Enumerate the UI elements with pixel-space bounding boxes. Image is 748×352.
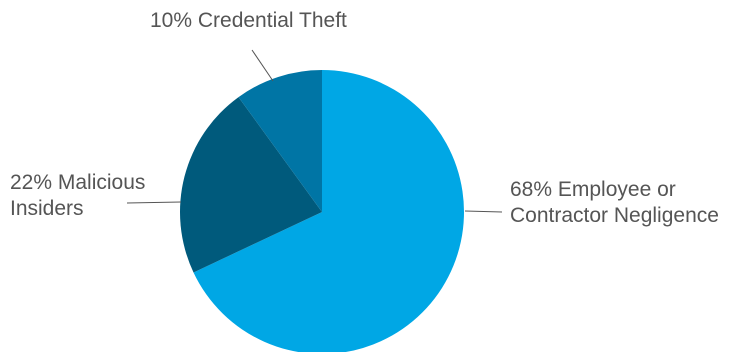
slice-label-line: Insiders — [10, 197, 84, 220]
slice-label-line: Contractor Negligence — [510, 204, 719, 227]
leader-line-employee-negligence — [464, 210, 503, 213]
pie-slice-employee-negligence — [193, 70, 464, 352]
slice-label-line: 22% Malicious — [10, 171, 146, 194]
slice-label-malicious-insiders: 22% Malicious Insiders — [10, 170, 145, 222]
slice-label-line: 68% Employee or — [510, 178, 676, 201]
leader-line-credential-theft — [251, 49, 274, 82]
slice-label-line: 10% Credential Theft — [150, 9, 347, 32]
pie-slice-malicious-insiders — [179, 97, 322, 273]
slice-label-employee-negligence: 68% Employee or Contractor Negligence — [510, 177, 719, 229]
pie-slice-credential-theft — [238, 70, 322, 212]
slice-label-credential-theft: 10% Credential Theft — [150, 8, 347, 34]
pie-slices — [179, 70, 464, 352]
leader-line-malicious-insiders — [126, 201, 182, 204]
leader-lines — [126, 49, 503, 213]
